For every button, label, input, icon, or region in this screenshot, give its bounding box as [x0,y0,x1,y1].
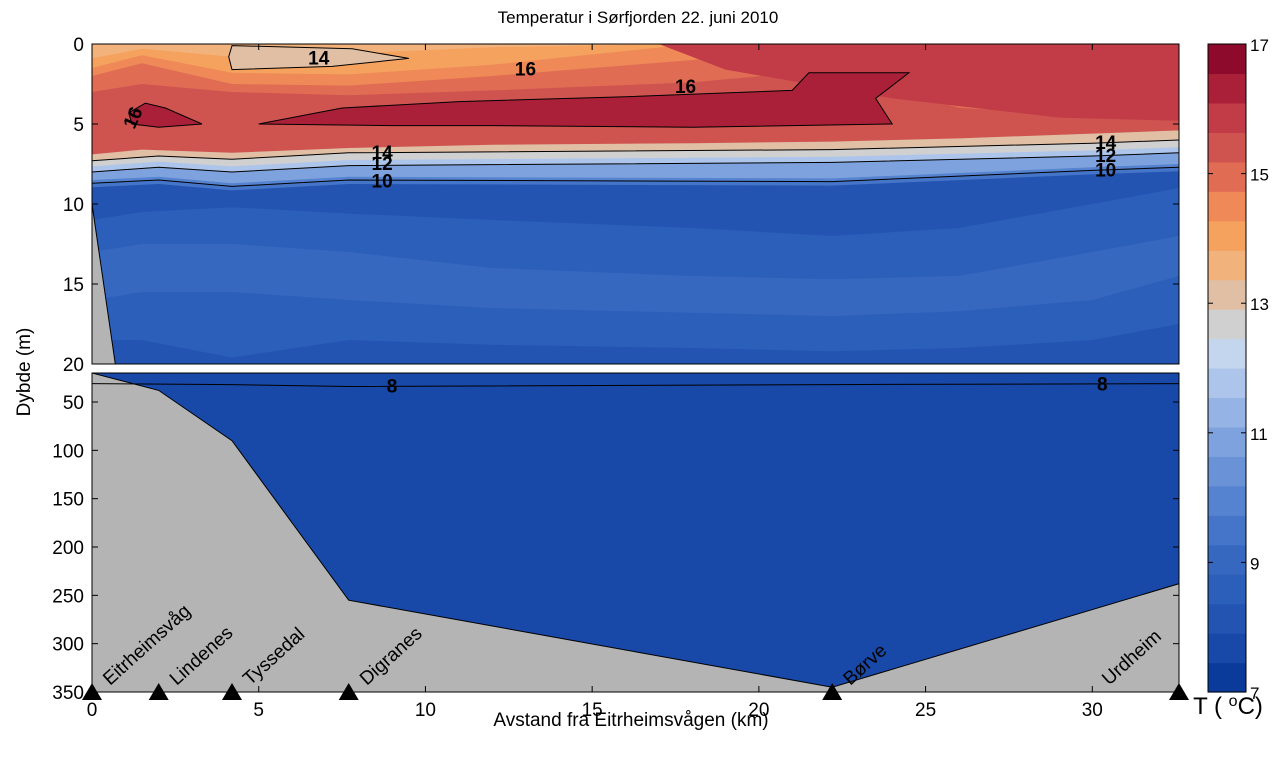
y-tick-label: 20 [63,355,84,376]
colorbar-tick-label: 15 [1250,166,1269,185]
isotherm-label: 10 [372,172,393,193]
colorbar-swatch [1208,397,1246,428]
isotherm-label: 12 [372,154,393,175]
colorbar-label: T ( oC) [1193,693,1263,721]
isotherm-16-west [128,102,203,128]
y-tick-label: 10 [63,195,84,216]
colorbar-swatch [1208,368,1246,399]
x-tick-label: 15 [582,700,603,721]
colorbar-swatch [1208,102,1246,133]
isotherm-label: 10 [1095,160,1116,181]
isotherm-label: 14 [372,143,394,164]
x-axis-label: Avstand fra Eitrheimsvågen (km) [493,710,768,731]
lower-panel [92,373,1179,692]
x-tick-label: 0 [87,700,98,721]
colorbar-tick-label: 11 [1250,425,1268,444]
y-tick-label: 15 [63,275,84,296]
seabed-upper [92,203,116,364]
temperature-band-deep-3 [92,324,1179,364]
isotherm-label: 14 [308,48,330,69]
isotherm-line-8 [92,383,1179,388]
colorbar-tick-label: 7 [1250,684,1259,703]
colorbar-swatch [1208,574,1246,605]
colorbar-swatch [1208,132,1246,163]
isotherm-label: 16 [675,77,696,98]
y-tick-label: 0 [73,35,84,56]
x-tick-label: 10 [415,700,436,721]
colorbar-swatch [1208,485,1246,516]
y-tick-label: 50 [63,393,84,414]
x-tick-label: 20 [748,700,769,721]
colorbar-swatch [1208,161,1246,192]
isotherm-label: 8 [387,377,398,398]
colorbar-swatch [1208,44,1246,75]
colorbar-swatch [1208,191,1246,222]
isotherm-label: 16 [515,60,536,81]
colorbar-swatch [1208,73,1246,104]
isotherm-14-lens [228,45,409,71]
y-tick-label: 5 [73,115,84,136]
x-tick-label: 25 [915,700,936,721]
colorbar-swatch [1208,603,1246,634]
colorbar-swatch [1208,662,1246,693]
isotherm-label: 14 [1095,133,1117,154]
colorbar-tick-label: 13 [1250,295,1269,314]
colorbar-swatch [1208,426,1246,457]
x-tick-label: 30 [1082,700,1103,721]
colorbar-swatch [1208,515,1246,546]
y-tick-label: 100 [52,441,84,462]
colorbar-frame [1207,43,1247,693]
colorbar-swatch [1208,309,1246,340]
isotherm-label: 12 [1095,146,1116,167]
isotherm-label: 8 [1097,375,1108,396]
colorbar-tick-label: 9 [1250,554,1259,573]
colorbar-swatch [1208,633,1246,664]
y-axis-label: Dybde (m) [14,328,35,417]
colorbar-swatch [1208,456,1246,487]
isotherm-line-t12 [92,152,1179,173]
colorbar-swatch [1208,544,1246,575]
colorbar-swatch [1208,250,1246,281]
colorbar-swatch [1208,279,1246,310]
isotherm-line-t14 [92,139,1179,162]
temperature-band-surface-4 [92,44,1179,59]
upper-panel [92,44,1179,364]
colorbar-swatch [1208,338,1246,369]
isotherm-16-core [258,72,911,128]
isotherm-line-t10 [92,166,1179,187]
colorbar: 7 9 11 13 15 17 [1207,36,1269,703]
y-tick-label: 150 [52,490,84,511]
lower-panel-frame [91,372,1180,693]
y-tick-label: 200 [52,538,84,559]
colorbar-swatch [1208,220,1246,251]
temperature-band-surface-red [658,44,1179,121]
y-tick-label: 250 [52,586,84,607]
colorbar-tick-label: 17 [1250,36,1269,55]
y-tick-label: 300 [52,635,84,656]
chart-title: Temperatur i Sørfjorden 22. juni 2010 [498,8,779,27]
x-tick-label: 5 [253,700,264,721]
y-tick-label: 350 [52,683,84,704]
